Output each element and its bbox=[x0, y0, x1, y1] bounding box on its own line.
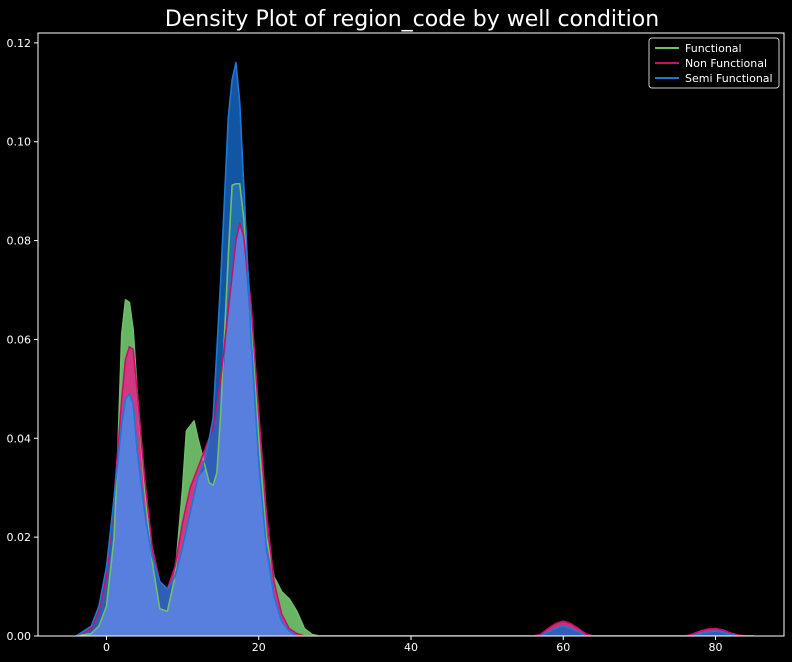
legend-label-functional: Functional bbox=[685, 42, 742, 55]
x-tick-label-0: 0 bbox=[103, 641, 110, 654]
x-tick-label-60: 60 bbox=[556, 641, 570, 654]
density-overlap-area bbox=[76, 223, 754, 636]
x-tick-label-20: 20 bbox=[252, 641, 266, 654]
legend-box bbox=[648, 37, 780, 89]
legend-label-semi-functional: Semi Functional bbox=[685, 72, 773, 85]
plot-area bbox=[75, 61, 754, 636]
y-tick-label-6: 0.12 bbox=[7, 37, 32, 50]
density-line-non-functional bbox=[75, 222, 754, 636]
density-line-functional bbox=[75, 182, 754, 636]
y-tick-label-1: 0.02 bbox=[7, 531, 32, 544]
density-line-semi-functional bbox=[75, 61, 754, 636]
legend: Functional Non Functional Semi Functional bbox=[648, 37, 780, 89]
y-tick-label-2: 0.04 bbox=[7, 432, 32, 445]
chart-title: Density Plot of region_code by well cond… bbox=[165, 7, 659, 32]
y-tick-label-4: 0.08 bbox=[7, 235, 32, 248]
legend-label-non-functional: Non Functional bbox=[685, 57, 767, 70]
x-tick-label-40: 40 bbox=[404, 641, 418, 654]
y-tick-label-5: 0.10 bbox=[7, 136, 32, 149]
y-tick-label-3: 0.06 bbox=[7, 333, 32, 346]
y-tick-label-0: 0.00 bbox=[7, 630, 32, 643]
x-tick-label-80: 80 bbox=[708, 641, 722, 654]
axes: 0 20 40 60 80 0.00 0.02 0.04 0.06 0.08 0.10 0.12 bbox=[7, 32, 785, 654]
